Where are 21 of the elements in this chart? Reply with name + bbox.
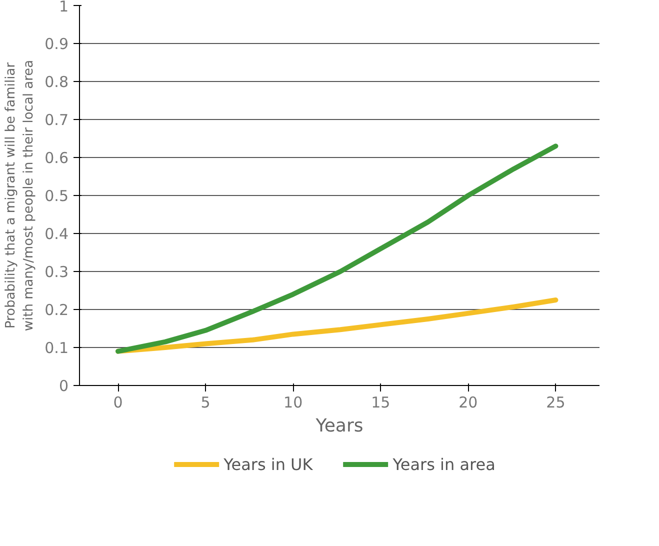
legend-label: Years in UK — [224, 454, 313, 474]
x-tick-label: 10 — [284, 394, 303, 412]
x-tick-label: 0 — [113, 394, 123, 412]
y-axis-title: Probability that a migrant will be familiar with many/most people in their local area — [4, 60, 37, 332]
y-tick-label: 0 — [58, 377, 69, 395]
y-tick-label: 0.7 — [44, 111, 69, 129]
x-axis-title: Years — [314, 416, 364, 436]
legend-label: Years in area — [392, 454, 496, 474]
x-tick-label: 20 — [458, 394, 478, 412]
x-tick-label: 5 — [200, 394, 210, 412]
y-tick-label: 0.3 — [44, 263, 69, 281]
y-tick-label: 0.5 — [44, 187, 69, 205]
x-tick-label: 15 — [371, 394, 390, 412]
y-tick-label: 0.4 — [44, 225, 69, 243]
y-tick-label: 0.9 — [44, 35, 69, 53]
x-tick-label: 25 — [546, 394, 566, 412]
y-tick-label: 0.2 — [44, 301, 69, 319]
y-tick-label: 0.6 — [44, 149, 69, 167]
y-tick-label: 0.8 — [44, 73, 69, 91]
y-tick-label: 1 — [58, 0, 69, 16]
y-tick-label: 0.1 — [44, 339, 69, 357]
